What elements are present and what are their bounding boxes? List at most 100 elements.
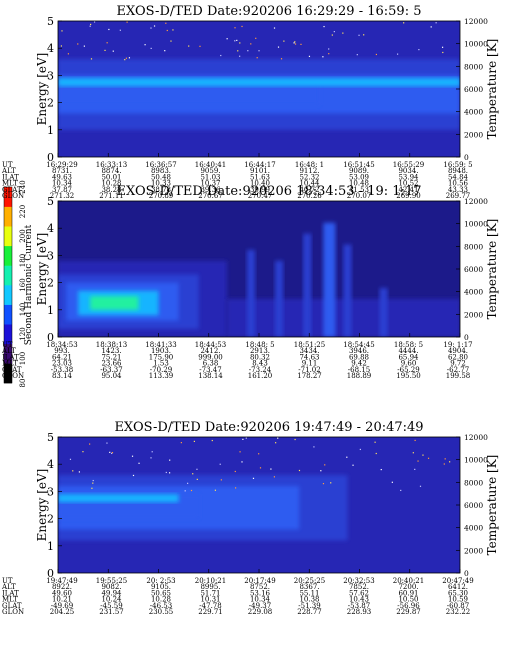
density-feature [379, 288, 388, 337]
noise-speck [199, 45, 201, 47]
noise-speck [346, 456, 348, 458]
colorbar-tick-label: 100 [19, 352, 27, 365]
table-cell: 1903. [151, 347, 171, 355]
noise-speck [112, 50, 114, 52]
noise-speck [375, 53, 378, 56]
noise-speck [255, 37, 257, 39]
spectrogram-panel-1: EXOS-D/TED Date:920206 16:29:29 - 16:59:… [1, 4, 499, 200]
noise-speck [109, 451, 111, 453]
table-cell: 51.03 [200, 173, 220, 181]
y2-tick-label: 10000 [464, 40, 488, 49]
noise-speck [277, 46, 280, 48]
table-cell: 999.00 [198, 353, 223, 361]
panel-title: EXOS-D/TED Date:920206 18:34:53 - 19: 1:… [117, 184, 422, 199]
noise-speck [166, 29, 168, 32]
table-cell: 231.57 [99, 608, 124, 616]
table-cell: 40.72 [299, 186, 319, 194]
noise-speck [418, 49, 420, 51]
noise-speck [435, 22, 437, 24]
table-cell: 10.43 [349, 596, 369, 604]
table-cell: 49.63 [52, 173, 72, 181]
table-cell: 57.62 [349, 589, 369, 597]
y-tick-label: 2 [47, 97, 54, 110]
table-cell: 175.90 [149, 353, 174, 361]
noise-speck [300, 43, 302, 45]
y-axis-label: Energy [eV] [35, 233, 49, 306]
table-cell: 10.40 [250, 180, 270, 188]
noise-speck [280, 58, 283, 60]
table-cell: 2913. [250, 347, 270, 355]
table-cell: 993. [54, 347, 70, 355]
table-cell: 10.52 [398, 180, 418, 188]
y-tick-label: 1 [47, 540, 54, 553]
table-cell: 20:40:21 [393, 577, 424, 585]
table-cell: 18:51:25 [294, 341, 325, 349]
density-feature [275, 260, 284, 337]
y-tick-label: 2 [47, 277, 54, 290]
noise-speck [273, 476, 276, 478]
table-cell: 51.63 [250, 173, 270, 181]
noise-speck [126, 21, 128, 23]
noise-speck [363, 34, 365, 36]
colorbar-swatch [4, 304, 12, 325]
y2-tick-label: 0 [464, 569, 469, 578]
table-cell: 8367. [299, 583, 319, 591]
noise-speck [168, 472, 171, 474]
colorbar-tick-label: 140 [19, 303, 27, 316]
table-cell: 49.94 [101, 589, 122, 597]
noise-speck [138, 462, 140, 464]
density-feature [323, 222, 336, 337]
table-cell: 10.37 [200, 180, 220, 188]
noise-speck [441, 46, 444, 48]
table-row-label: ALT [1, 347, 16, 355]
noise-speck [220, 479, 222, 481]
y-tick-label: 5 [47, 431, 54, 444]
noise-speck [352, 464, 354, 466]
colorbar-swatch [4, 343, 12, 364]
noise-speck [89, 443, 91, 445]
y2-tick-label: 8000 [464, 242, 483, 251]
table-cell: 23.03 [52, 360, 72, 368]
colorbar-swatch [4, 324, 12, 345]
table-cell: -60.87 [447, 602, 469, 610]
table-cell: 228.93 [347, 608, 372, 616]
table-cell: 9101. [250, 167, 270, 175]
table-cell: 4904. [448, 347, 468, 355]
table-cell: -73.24 [249, 366, 272, 374]
noise-speck [77, 43, 79, 45]
table-cell: 10.56 [448, 180, 469, 188]
table-cell: 51.71 [200, 589, 220, 597]
y2-tick-label: 12000 [464, 17, 488, 26]
table-cell: -73.47 [199, 366, 221, 374]
noise-speck [89, 25, 91, 27]
noise-speck [412, 452, 414, 454]
table-cell: 16:55:29 [393, 161, 424, 169]
y-tick-label: 3 [47, 485, 54, 498]
y-tick-label: 4 [47, 42, 54, 55]
table-cell: 2412. [200, 347, 220, 355]
noise-speck [106, 442, 108, 444]
plot-area [58, 21, 460, 157]
table-cell: 8983. [151, 167, 171, 175]
table-cell: 19: 1:17 [443, 341, 472, 349]
y-tick-label: 1 [47, 304, 54, 317]
noise-speck [277, 437, 279, 439]
noise-speck [270, 468, 272, 470]
table-cell: 50.48 [151, 173, 171, 181]
y2-axis-label: Temperature [K] [485, 39, 499, 140]
table-cell: 19:47:49 [46, 577, 77, 585]
y-tick-label: 3 [47, 249, 54, 262]
table-cell: 271.32 [50, 192, 75, 200]
noise-speck [92, 482, 94, 484]
noise-speck [294, 43, 297, 45]
table-cell: 9.60 [401, 360, 417, 368]
table-cell: 3434. [299, 347, 319, 355]
table-row-label: GLON [2, 192, 24, 200]
noise-speck [196, 468, 198, 470]
table-cell: 42.41 [398, 186, 418, 194]
colorbar-swatch [4, 206, 12, 227]
table-cell: 270.89 [149, 192, 174, 200]
table-cell: 60.91 [398, 589, 418, 597]
table-cell: 39.99 [250, 186, 270, 194]
colorbar-swatch [4, 187, 12, 207]
